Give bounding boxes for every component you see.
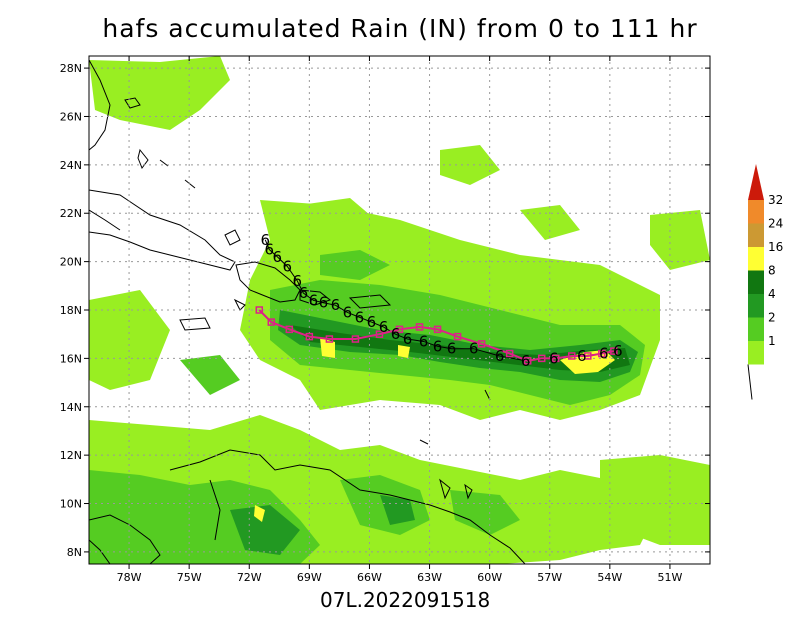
observed-position-marker — [305, 332, 314, 341]
observed-position-marker — [537, 354, 546, 363]
lat-tick-label: 18N — [60, 304, 82, 317]
map-title: hafs accumulated Rain (IN) from 0 to 111… — [102, 14, 698, 43]
lat-tick-label: 14N — [60, 401, 82, 414]
observed-position-marker — [477, 340, 486, 348]
observed-position-marker — [505, 349, 514, 358]
observed-position-marker — [584, 352, 592, 360]
lat-tick-label: 20N — [60, 256, 82, 269]
lat-tick-label: 26N — [60, 110, 82, 123]
coastlines — [89, 59, 526, 564]
hurricane-symbol-icon: 6 — [577, 347, 587, 365]
observed-position-marker — [610, 347, 618, 355]
hurricane-symbol-icon: 6 — [293, 272, 303, 290]
hurricane-symbol-icon: 6 — [403, 330, 413, 348]
colorbar-level-label: 4 — [768, 287, 776, 301]
observed-position-marker — [255, 306, 264, 314]
lon-tick-label: 60W — [477, 571, 502, 584]
hurricane-symbol-icon: 6 — [379, 318, 389, 336]
colorbar-top-triangle — [748, 164, 764, 200]
colorbar-segment — [748, 294, 764, 318]
observed-position-marker — [523, 357, 532, 365]
lon-tick-label: 72W — [237, 571, 262, 584]
observed-position-marker — [598, 349, 606, 358]
lon-tick-label: 75W — [177, 571, 202, 584]
hurricane-symbol-icon: 6 — [273, 248, 283, 266]
colorbar-segment — [748, 223, 764, 247]
lon-tick-label: 51W — [657, 571, 682, 584]
hurricane-symbol-icon: 6 — [265, 241, 275, 259]
hurricane-symbol-icon: 6 — [299, 284, 309, 302]
observed-position-marker — [395, 325, 404, 334]
colorbar-segment — [748, 200, 764, 224]
lat-tick-label: 24N — [60, 159, 82, 172]
hurricane-symbol-icon: 6 — [391, 325, 401, 343]
lon-tick-label: 63W — [417, 571, 442, 584]
hurricane-symbol-icon: 6 — [261, 231, 271, 249]
colorbar-level-label: 8 — [768, 264, 776, 278]
colorbar-segment — [748, 247, 764, 271]
observed-position-marker — [375, 330, 384, 338]
colorbar-bottom-tail — [747, 364, 753, 400]
hurricane-symbol-icon: 6 — [309, 291, 319, 309]
hurricane-symbol-icon: 6 — [331, 296, 341, 314]
colorbar-level-label: 16 — [768, 240, 783, 254]
colorbar-level-label: 1 — [768, 334, 776, 348]
gridlines — [89, 56, 710, 564]
lon-tick-label: 66W — [357, 571, 382, 584]
colorbar-level-label: 2 — [768, 311, 776, 325]
lon-tick-label: 57W — [537, 571, 562, 584]
lat-tick-label: 16N — [60, 352, 82, 365]
hurricane-symbol-icon: 6 — [599, 345, 609, 363]
hurricane-symbol-icon: 6 — [469, 340, 479, 358]
observed-position-marker — [267, 318, 276, 326]
hurricane-symbol-icon: 6 — [355, 308, 365, 326]
lat-tick-label: 12N — [60, 449, 82, 462]
hurricane-symbol-icon: 6 — [521, 352, 531, 370]
lon-tick-label: 69W — [297, 571, 322, 584]
hurricane-symbol-icon: 6 — [549, 349, 559, 367]
observed-position-marker — [325, 335, 334, 343]
observed-position-marker — [552, 354, 560, 363]
hurricane-symbol-icon: 6 — [433, 337, 443, 355]
observed-position-marker — [285, 325, 294, 334]
storm-id-label: 07L.2022091518 — [320, 588, 491, 612]
observed-position-marker — [351, 335, 360, 343]
lat-tick-label: 8N — [67, 546, 82, 559]
colorbar-segment — [748, 317, 764, 341]
hurricane-symbol-icon: 6 — [367, 313, 377, 331]
axes: 78W 75W 72W 69W 66W 63W 60W 57W 54W 51W 8N 10N 12N 14… — [60, 56, 710, 584]
colorbar-segment — [748, 341, 764, 365]
hurricane-symbol-icon: 6 — [319, 294, 329, 312]
lon-tick-label: 78W — [117, 571, 142, 584]
lat-tick-label: 28N — [60, 62, 82, 75]
hurricane-symbol-icon: 6 — [283, 257, 293, 275]
hurricane-symbol-icon: 6 — [495, 347, 505, 365]
colorbar-level-label: 24 — [768, 217, 783, 231]
observed-position-marker — [415, 323, 424, 331]
lat-tick-label: 22N — [60, 207, 82, 220]
observed-position-marker — [453, 332, 462, 341]
hurricane-symbol-icon: 6 — [419, 332, 429, 350]
observed-position-marker — [433, 325, 442, 334]
rainfall-field — [89, 56, 710, 564]
hurricane-symbol-icon: 6 — [613, 342, 623, 360]
hurricane-symbol-icon: 6 — [343, 303, 353, 321]
lat-tick-label: 10N — [60, 498, 82, 511]
hurricane-symbol-icon: 6 — [447, 340, 457, 358]
lon-tick-label: 54W — [597, 571, 622, 584]
colorbar-segment — [748, 270, 764, 294]
observed-position-marker — [568, 352, 576, 360]
colorbar-level-label: 32 — [768, 193, 783, 207]
